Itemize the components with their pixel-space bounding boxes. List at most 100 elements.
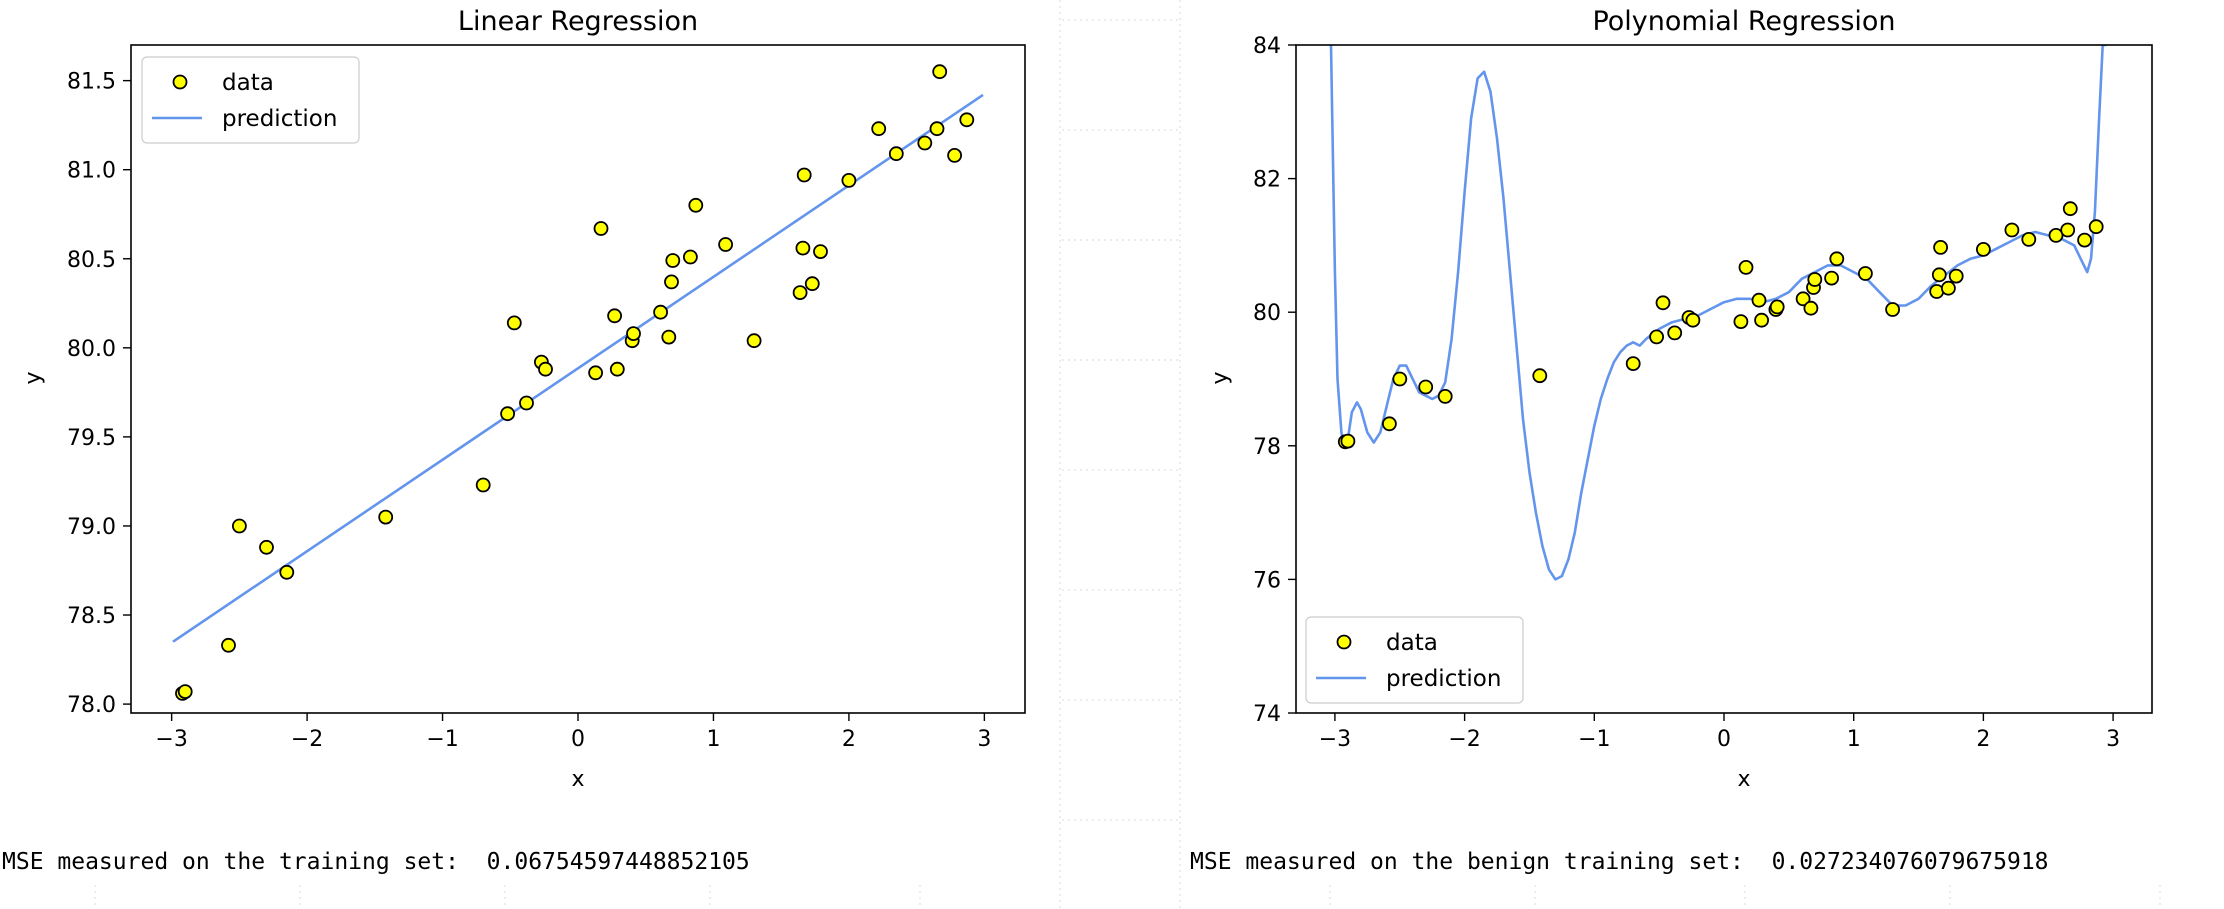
y-tick-label: 76 — [1253, 568, 1281, 593]
y-tick-label: 84 — [1253, 34, 1281, 59]
data-point — [688, 197, 704, 213]
data-point — [661, 329, 677, 345]
x-tick-label: −2 — [291, 727, 323, 752]
x-tick-label: −1 — [426, 727, 458, 752]
x-tick-label: 0 — [1717, 727, 1731, 752]
x-tick-label: 0 — [571, 727, 585, 752]
data-point — [1655, 295, 1671, 311]
y-axis-label: y — [1208, 371, 1233, 384]
x-tick-label: 3 — [977, 727, 991, 752]
data-point — [2088, 219, 2104, 235]
data-point — [1948, 268, 1964, 284]
axis-ticks: −3 −2 −1 0 1 2 3 78.0 78.5 79.0 79.5 80.0 80.5 81.0 81… — [67, 70, 991, 752]
data-point — [746, 333, 762, 349]
legend-marker-data — [1336, 634, 1352, 650]
data-point — [1976, 241, 1991, 257]
data-point — [2021, 231, 2037, 247]
y-tick-label: 80.5 — [67, 248, 116, 273]
data-point — [1649, 329, 1664, 345]
data-point — [2060, 222, 2076, 238]
legend-box — [141, 56, 360, 144]
x-tick-label: 2 — [842, 727, 856, 752]
prediction-line — [172, 93, 984, 643]
data-point — [1807, 272, 1823, 287]
y-tick-label: 79.0 — [67, 515, 116, 540]
data-point — [1795, 291, 1811, 307]
data-point — [871, 121, 887, 137]
x-tick-label: 3 — [2106, 727, 2120, 752]
data-point — [1769, 299, 1785, 315]
plot-area — [172, 64, 984, 701]
data-point — [1803, 300, 1819, 316]
linear-regression-chart: Linear Regression x y −3 −2 −1 0 1 2 3 78.0 78.5… — [21, 6, 1026, 792]
legend-label-prediction: prediction — [1386, 666, 1501, 692]
x-tick-label: −3 — [1319, 727, 1351, 752]
y-tick-label: 81.5 — [67, 70, 116, 95]
y-tick-label: 80.0 — [67, 337, 116, 362]
legend-label-data: data — [1386, 630, 1438, 656]
data-point — [500, 406, 516, 422]
data-point — [917, 135, 933, 151]
background-grid — [94, 0, 2161, 909]
legend-marker-data — [172, 74, 188, 90]
data-point — [177, 684, 193, 699]
legend-box — [1305, 616, 1524, 704]
data-point — [1733, 314, 1749, 330]
data-point — [1418, 379, 1434, 395]
data-point — [1885, 302, 1900, 317]
data-point — [538, 361, 553, 377]
mse-output-left: MSE measured on the training set: 0.0675… — [2, 849, 750, 875]
data-point — [1382, 416, 1397, 432]
y-tick-label: 78.0 — [67, 693, 116, 718]
legend: data prediction — [1305, 616, 1524, 704]
data-point — [1941, 280, 1956, 296]
mse-output-right: MSE measured on the benign training set:… — [1190, 849, 2049, 875]
data-point — [1933, 239, 1948, 255]
x-tick-label: 2 — [1976, 727, 1990, 752]
x-axis-label: x — [571, 767, 584, 792]
axes-frame — [130, 44, 1026, 714]
data-point — [947, 147, 962, 163]
polynomial-regression-chart: Polynomial Regression x y −3 −2 −1 0 1 2 3 74 76… — [1208, 6, 2153, 792]
data-point — [607, 308, 622, 324]
y-tick-label: 81.0 — [67, 159, 116, 184]
data-point — [231, 518, 247, 534]
data-point — [1685, 312, 1701, 328]
x-tick-label: −2 — [1448, 727, 1480, 752]
data-point — [796, 167, 812, 183]
data-point — [506, 315, 522, 331]
data-point — [888, 146, 904, 162]
data-point — [1738, 259, 1754, 275]
y-tick-label: 74 — [1253, 702, 1281, 727]
x-axis-label: x — [1737, 767, 1750, 792]
data-point — [1532, 368, 1548, 384]
data-point — [792, 285, 808, 301]
data-point — [1340, 433, 1356, 449]
data-point — [626, 326, 641, 342]
data-point — [221, 637, 236, 653]
plot-area — [1329, 45, 2107, 581]
data-point — [593, 221, 609, 236]
data-point — [609, 361, 625, 377]
data-point — [683, 249, 698, 265]
chart-title: Polynomial Regression — [1592, 6, 1895, 37]
data-point — [279, 564, 295, 580]
data-point — [718, 237, 733, 252]
data-point — [1625, 356, 1641, 372]
data-point — [804, 276, 820, 292]
axes-frame — [1295, 44, 2153, 714]
data-point — [653, 304, 668, 320]
x-tick-label: 1 — [1847, 727, 1861, 752]
data-point — [959, 112, 975, 128]
data-point — [1858, 266, 1873, 281]
data-point — [588, 365, 603, 381]
data-point — [2004, 222, 2020, 238]
data-point — [475, 477, 491, 493]
legend: data prediction — [141, 56, 360, 144]
data-point — [1437, 388, 1453, 404]
y-tick-label: 78 — [1253, 435, 1281, 460]
data-point — [1667, 325, 1683, 341]
data-point — [2077, 232, 2093, 248]
legend-label-data: data — [222, 70, 274, 96]
